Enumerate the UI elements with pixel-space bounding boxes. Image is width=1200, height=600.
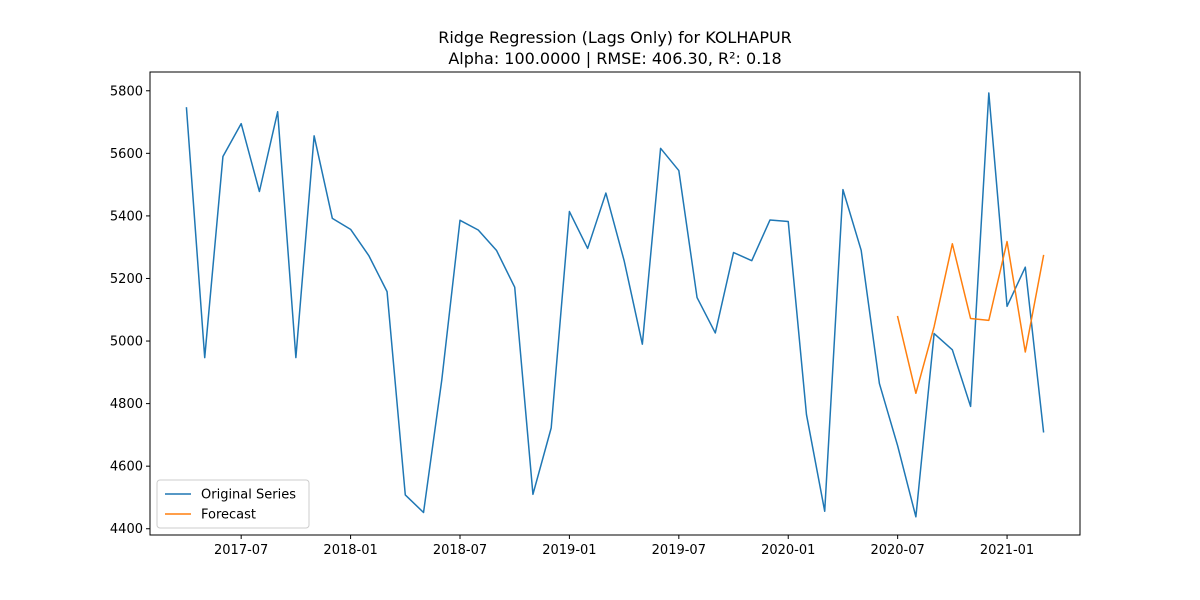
- y-tick-label: 4400: [110, 522, 143, 537]
- plot-area: [185, 92, 1045, 518]
- axes: 2017-07 2018-01 2018-07 2019-01 2019-07 2020-…: [110, 71, 1081, 558]
- chart-title: Ridge Regression (Lags Only) for KOLHAPU…: [438, 28, 792, 47]
- x-tick-label: 2021-01: [980, 543, 1034, 558]
- y-tick-label: 4600: [110, 460, 143, 475]
- x-tick-label: 2019-01: [542, 543, 596, 558]
- x-tick-label: 2018-07: [433, 543, 487, 558]
- x-tick-label: 2020-07: [870, 543, 924, 558]
- chart-subtitle: Alpha: 100.0000 | RMSE: 406.30, R²: 0.18: [448, 49, 781, 68]
- x-tick-label: 2017-07: [214, 543, 268, 558]
- legend-label-0: Original Series: [201, 488, 296, 503]
- y-tick-label: 5200: [110, 272, 143, 287]
- y-tick-label: 4800: [110, 397, 143, 412]
- series-line-0: [185, 92, 1045, 518]
- plot-frame: [149, 71, 1081, 536]
- legend-box: [156, 479, 310, 529]
- legend-label-1: Forecast: [201, 508, 256, 523]
- y-tick-label: 5000: [110, 335, 143, 350]
- y-tick-label: 5800: [110, 84, 143, 99]
- x-tick-label: 2018-01: [323, 543, 377, 558]
- y-tick-label: 5400: [110, 209, 143, 224]
- x-tick-label: 2020-01: [761, 543, 815, 558]
- x-tick-label: 2019-07: [652, 543, 706, 558]
- legend: Original Series Forecast: [156, 479, 310, 529]
- series-line-1: [896, 240, 1045, 395]
- y-tick-label: 5600: [110, 147, 143, 162]
